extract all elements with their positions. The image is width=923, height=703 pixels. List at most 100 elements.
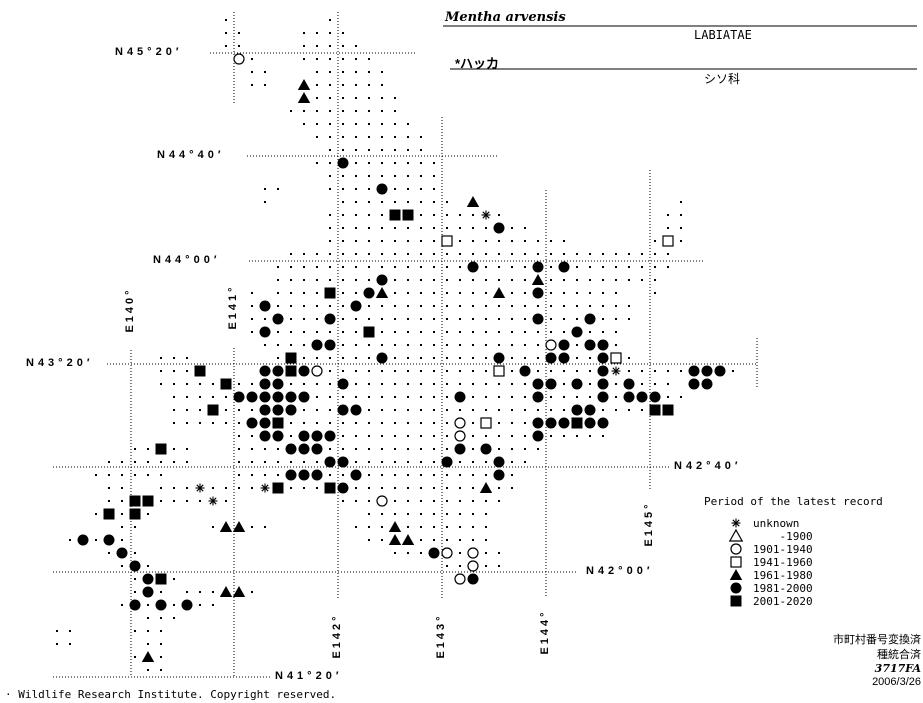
record-1981-2000 <box>272 378 284 390</box>
surveyed-cell-dot <box>355 279 357 281</box>
surveyed-cell-dot <box>563 383 565 385</box>
record-1901-1940 <box>376 495 388 507</box>
surveyed-cell-dot <box>355 487 357 489</box>
surveyed-cell-dot <box>238 45 240 47</box>
surveyed-cell-dot <box>368 201 370 203</box>
surveyed-cell-dot <box>420 448 422 450</box>
record-1981-2000 <box>311 469 323 481</box>
surveyed-cell-dot <box>394 409 396 411</box>
surveyed-cell-dot <box>563 396 565 398</box>
surveyed-cell-dot <box>316 461 318 463</box>
surveyed-cell-dot <box>303 409 305 411</box>
surveyed-cell-dot <box>420 526 422 528</box>
surveyed-cell-dot <box>433 513 435 515</box>
surveyed-cell-dot <box>368 435 370 437</box>
surveyed-cell-dot <box>472 500 474 502</box>
record-1981-2000 <box>129 599 141 611</box>
surveyed-cell-dot <box>355 149 357 151</box>
surveyed-cell-dot <box>459 214 461 216</box>
surveyed-cell-dot <box>355 71 357 73</box>
surveyed-cell-dot <box>394 513 396 515</box>
surveyed-cell-dot <box>342 175 344 177</box>
surveyed-cell-dot <box>303 110 305 112</box>
surveyed-cell-dot <box>394 162 396 164</box>
record-1981-2000 <box>571 404 583 416</box>
stamp-date: 2006/3/26 <box>872 676 921 688</box>
surveyed-cell-dot <box>108 487 110 489</box>
record-1981-2000 <box>298 430 310 442</box>
surveyed-cell-dot <box>576 279 578 281</box>
record-1981-2000 <box>285 404 297 416</box>
surveyed-cell-dot <box>290 266 292 268</box>
surveyed-cell-dot <box>238 383 240 385</box>
record-1981-2000 <box>532 391 544 403</box>
surveyed-cell-dot <box>69 630 71 632</box>
surveyed-cell-dot <box>303 461 305 463</box>
surveyed-cell-dot <box>225 422 227 424</box>
surveyed-cell-dot <box>472 383 474 385</box>
surveyed-cell-dot <box>394 448 396 450</box>
surveyed-cell-dot <box>56 630 58 632</box>
surveyed-cell-dot <box>459 357 461 359</box>
surveyed-cell-dot <box>485 227 487 229</box>
surveyed-cell-dot <box>316 58 318 60</box>
record-1981-2000 <box>129 560 141 572</box>
surveyed-cell-dot <box>524 409 526 411</box>
record-1981-2000 <box>376 274 388 286</box>
surveyed-cell-dot <box>550 396 552 398</box>
record-2001-2020 <box>285 352 297 364</box>
surveyed-cell-dot <box>342 149 344 151</box>
surveyed-cell-dot <box>446 370 448 372</box>
surveyed-cell-dot <box>446 474 448 476</box>
surveyed-cell-dot <box>394 370 396 372</box>
surveyed-cell-dot <box>316 292 318 294</box>
surveyed-cell-dot <box>173 604 175 606</box>
record-1981-2000 <box>441 456 453 468</box>
surveyed-cell-dot <box>290 253 292 255</box>
surveyed-cell-dot <box>472 396 474 398</box>
record-1981-2000 <box>298 391 310 403</box>
surveyed-cell-dot <box>303 292 305 294</box>
surveyed-cell-dot <box>160 487 162 489</box>
surveyed-cell-dot <box>472 513 474 515</box>
lon-label-e140: E140° <box>124 287 136 333</box>
surveyed-cell-dot <box>446 201 448 203</box>
surveyed-cell-dot <box>498 565 500 567</box>
surveyed-cell-dot <box>316 136 318 138</box>
record-1981-2000 <box>142 573 154 585</box>
surveyed-cell-dot <box>225 32 227 34</box>
surveyed-cell-dot <box>134 630 136 632</box>
surveyed-cell-dot <box>485 500 487 502</box>
surveyed-cell-dot <box>485 253 487 255</box>
surveyed-cell-dot <box>264 474 266 476</box>
surveyed-cell-dot <box>381 253 383 255</box>
surveyed-cell-dot <box>628 409 630 411</box>
surveyed-cell-dot <box>251 461 253 463</box>
surveyed-cell-dot <box>602 305 604 307</box>
surveyed-cell-dot <box>511 253 513 255</box>
surveyed-cell-dot <box>667 214 669 216</box>
surveyed-cell-dot <box>550 370 552 372</box>
surveyed-cell-dot <box>251 84 253 86</box>
surveyed-cell-dot <box>160 357 162 359</box>
surveyed-cell-dot <box>394 461 396 463</box>
surveyed-cell-dot <box>459 474 461 476</box>
record-1981-2000 <box>571 378 583 390</box>
surveyed-cell-dot <box>485 279 487 281</box>
lat-label-n45-20: N45°20′ <box>115 46 183 58</box>
surveyed-cell-dot <box>342 448 344 450</box>
record-1961-1980 <box>297 79 311 90</box>
surveyed-cell-dot <box>641 370 643 372</box>
surveyed-cell-dot <box>420 149 422 151</box>
surveyed-cell-dot <box>329 45 331 47</box>
surveyed-cell-dot <box>381 539 383 541</box>
record-1981-2000 <box>259 391 271 403</box>
record-1981-2000 <box>597 365 609 377</box>
surveyed-cell-dot <box>368 162 370 164</box>
surveyed-cell-dot <box>342 279 344 281</box>
surveyed-cell-dot <box>368 188 370 190</box>
surveyed-cell-dot <box>563 292 565 294</box>
surveyed-cell-dot <box>212 383 214 385</box>
surveyed-cell-dot <box>394 500 396 502</box>
